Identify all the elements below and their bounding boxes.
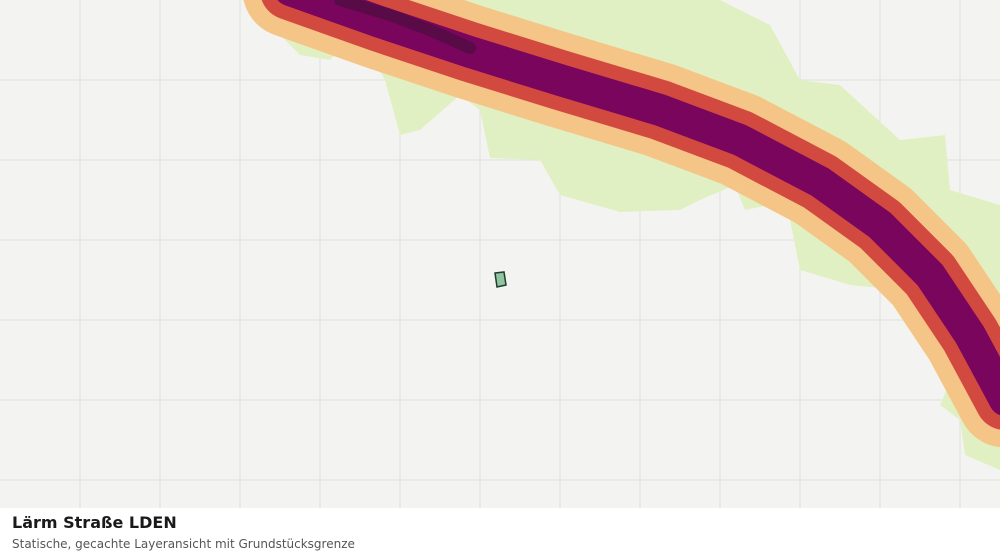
- noise-layer: [243, 0, 1000, 470]
- map-title: Lärm Straße LDEN: [12, 513, 177, 532]
- map-view: [0, 0, 1000, 508]
- parcel-boundary: [494, 271, 507, 288]
- map-subtitle: Statische, gecachte Layeransicht mit Gru…: [12, 537, 355, 551]
